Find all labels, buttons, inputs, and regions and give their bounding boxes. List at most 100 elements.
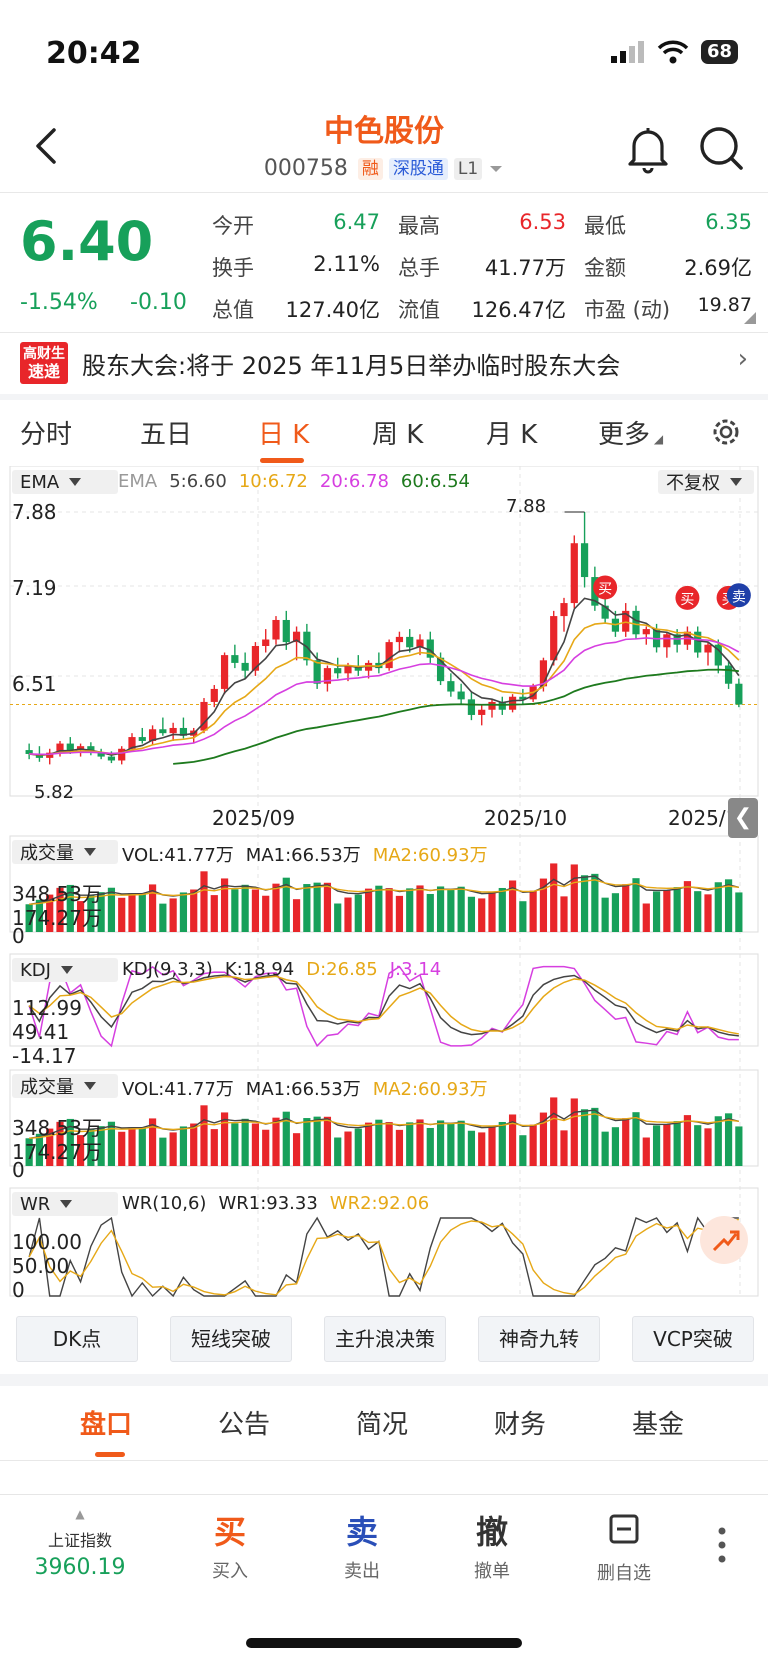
dk-point-button[interactable]: DK点 bbox=[16, 1316, 138, 1362]
volume-bar bbox=[467, 1130, 476, 1166]
kdj-d-line bbox=[28, 975, 739, 1035]
volume-indicator-select-2[interactable]: 成交量 bbox=[12, 1074, 118, 1098]
kdj-k-line bbox=[28, 974, 739, 1037]
tab-order-book[interactable]: 盘口 bbox=[80, 1410, 133, 1440]
volume-bar bbox=[66, 884, 74, 932]
tab-more[interactable]: 更多 ◢ bbox=[598, 420, 664, 450]
chart-canvas[interactable]: 买买买卖 bbox=[0, 466, 768, 1306]
tab-financials[interactable]: 财务 bbox=[494, 1410, 547, 1440]
candle-body bbox=[46, 752, 54, 758]
status-icons: 68 bbox=[610, 40, 738, 64]
volume-indicator-select[interactable]: 成交量 bbox=[12, 840, 118, 864]
collapse-chevron-icon[interactable]: ❮ bbox=[728, 798, 758, 838]
search-icon[interactable] bbox=[696, 122, 746, 174]
ema-indicator-select[interactable]: EMA bbox=[12, 470, 118, 494]
candle-body bbox=[601, 605, 609, 619]
candle-body bbox=[632, 610, 640, 635]
volume-bar bbox=[138, 1127, 146, 1166]
magic-nine-button[interactable]: 神奇九转 bbox=[478, 1316, 600, 1362]
volume-legend-2: VOL:41.77万 MA1:66.53万 MA2:60.93万 bbox=[122, 1079, 488, 1100]
section-gap bbox=[0, 1374, 768, 1386]
wifi-icon bbox=[657, 40, 689, 64]
volume-bar bbox=[66, 1118, 74, 1166]
volume-bar bbox=[231, 889, 239, 932]
news-text: 股东大会:将于 2025 年11月5日举办临时股东大会 bbox=[82, 352, 621, 380]
volume-bar bbox=[148, 884, 157, 932]
signal-text: 买 bbox=[598, 581, 612, 597]
volume-bar bbox=[159, 1137, 167, 1166]
quote-label: 最低 bbox=[584, 214, 626, 238]
tab-intraday[interactable]: 分时 bbox=[20, 420, 73, 450]
quote-value: 6.35 bbox=[705, 210, 752, 234]
tab-monthly-k[interactable]: 月 K bbox=[486, 420, 538, 450]
dropdown-icon[interactable] bbox=[488, 163, 504, 175]
expand-corner-icon[interactable] bbox=[744, 312, 756, 324]
wr-indicator-select[interactable]: WR bbox=[12, 1192, 118, 1216]
cancel-order-button[interactable]: 撤 撤单 bbox=[474, 1513, 510, 1582]
short-breakout-button[interactable]: 短线突破 bbox=[170, 1316, 292, 1362]
index-value: 3960.19 bbox=[34, 1555, 126, 1580]
volume-bar bbox=[714, 1116, 722, 1166]
volume-bar bbox=[488, 1126, 496, 1166]
detail-tabs: 盘口 公告 简况 财务 基金 bbox=[0, 1390, 768, 1456]
candle-body bbox=[251, 646, 260, 671]
candle-body bbox=[457, 691, 465, 700]
quote-value: 127.40亿 bbox=[285, 298, 380, 322]
x-label: 2025/1 bbox=[668, 806, 739, 830]
adjust-select[interactable]: 不复权 bbox=[658, 470, 754, 494]
y-label: 0 bbox=[12, 1158, 25, 1182]
volume-bar bbox=[159, 903, 167, 932]
volume-bar bbox=[591, 1107, 599, 1166]
draw-tool-icon[interactable] bbox=[700, 1216, 748, 1264]
candle-body bbox=[704, 644, 712, 653]
home-indicator bbox=[246, 1638, 522, 1648]
tab-five-day[interactable]: 五日 bbox=[140, 420, 193, 450]
tab-profile[interactable]: 简况 bbox=[356, 1410, 409, 1440]
market-index[interactable]: ▲ 上证指数 3960.19 bbox=[20, 1508, 140, 1580]
quote-label: 流值 bbox=[398, 298, 440, 322]
tab-daily-k[interactable]: 日 K bbox=[258, 420, 310, 450]
more-dots-icon[interactable] bbox=[716, 1525, 728, 1569]
remove-watchlist-button[interactable]: 删自选 bbox=[584, 1513, 664, 1585]
sell-button[interactable]: 卖 卖出 bbox=[344, 1513, 380, 1582]
tab-funds[interactable]: 基金 bbox=[632, 1410, 685, 1440]
gear-icon[interactable] bbox=[708, 414, 744, 450]
quote-label: 最高 bbox=[398, 214, 440, 238]
volume-bar bbox=[694, 1125, 702, 1166]
news-banner[interactable]: 高财生 速递 股东大会:将于 2025 年11月5日举办临时股东大会 › bbox=[0, 334, 768, 392]
tab-weekly-k[interactable]: 周 K bbox=[372, 420, 424, 450]
stock-name: 中色股份 bbox=[324, 114, 444, 149]
volume-bar bbox=[128, 1127, 136, 1166]
candle-body bbox=[220, 655, 229, 689]
stock-subtitle[interactable]: 000758 融 深股通 L1 bbox=[0, 156, 768, 181]
vcp-breakout-button[interactable]: VCP突破 bbox=[632, 1316, 754, 1362]
candle-body bbox=[272, 619, 280, 640]
candle-body bbox=[179, 727, 188, 736]
kdj-indicator-select[interactable]: KDJ bbox=[12, 958, 118, 982]
quote-label: 总手 bbox=[398, 256, 440, 280]
ema20-line bbox=[29, 637, 740, 756]
back-arrow-icon[interactable] bbox=[28, 124, 68, 168]
quote-value: 2.69亿 bbox=[684, 256, 752, 280]
volume-bar bbox=[251, 1123, 260, 1166]
kdj-legend: KDJ(9,3,3) K:18.94 D:26.85 J:3.14 bbox=[122, 959, 442, 980]
volume-bar bbox=[601, 897, 609, 932]
bell-icon[interactable] bbox=[624, 122, 672, 174]
wr1-line bbox=[28, 1216, 739, 1298]
volume-bar bbox=[241, 884, 249, 932]
volume-bar bbox=[282, 1111, 290, 1166]
volume-bar bbox=[46, 894, 54, 932]
candle-body bbox=[25, 750, 33, 754]
volume-bar bbox=[519, 1135, 527, 1166]
volume-bar bbox=[169, 1132, 177, 1166]
volume-bar bbox=[200, 1105, 208, 1166]
y-label: 348.53万 bbox=[12, 1116, 102, 1140]
candle-body bbox=[447, 681, 455, 692]
volume-bar bbox=[694, 891, 702, 932]
buy-button[interactable]: 买 买入 bbox=[212, 1513, 248, 1582]
candle-body bbox=[282, 619, 290, 643]
main-wave-button[interactable]: 主升浪决策 bbox=[324, 1316, 446, 1362]
volume-bar bbox=[508, 880, 517, 932]
tab-announcements[interactable]: 公告 bbox=[218, 1410, 271, 1440]
candle-body bbox=[406, 636, 414, 648]
